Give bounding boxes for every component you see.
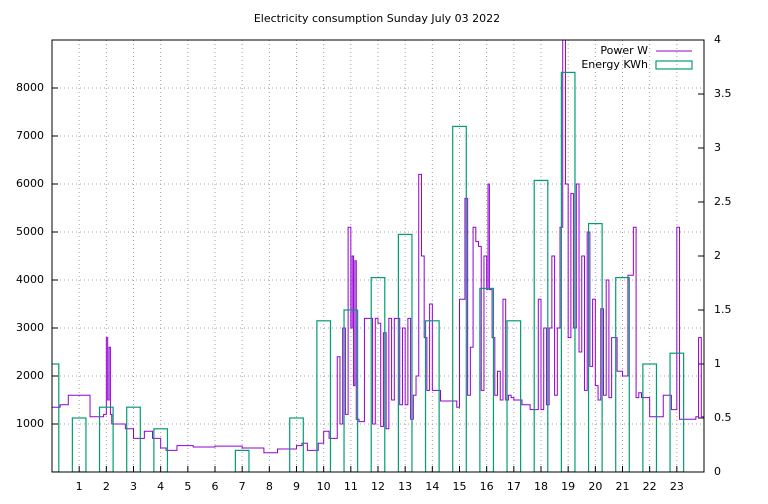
y2-tick-label: 0 bbox=[714, 465, 721, 478]
y2-tick-label: 3.5 bbox=[714, 87, 732, 100]
bar bbox=[289, 417, 304, 472]
x-tick-label: 7 bbox=[239, 480, 246, 493]
bar bbox=[452, 125, 467, 472]
legend-swatch bbox=[655, 60, 693, 70]
chart-title: Electricity consumption Sunday July 03 2… bbox=[254, 12, 500, 25]
y-tick-label: 5000 bbox=[16, 225, 44, 238]
x-tick-label: 16 bbox=[480, 480, 494, 493]
y-tick-label: 3000 bbox=[16, 321, 44, 334]
y2-tick-label: 3 bbox=[714, 141, 721, 154]
x-tick-label: 14 bbox=[425, 480, 439, 493]
bar bbox=[126, 406, 141, 472]
x-tick-label: 11 bbox=[344, 480, 358, 493]
bar bbox=[479, 287, 495, 472]
bar bbox=[397, 233, 413, 472]
bar bbox=[343, 309, 359, 472]
plot-area bbox=[52, 40, 704, 472]
legend-label: Energy KWh bbox=[581, 58, 648, 71]
y2-tick-label: 2.5 bbox=[714, 195, 732, 208]
x-tick-label: 3 bbox=[130, 480, 137, 493]
x-tick-label: 19 bbox=[561, 480, 575, 493]
x-tick-label: 9 bbox=[293, 480, 300, 493]
x-tick-label: 20 bbox=[588, 480, 602, 493]
bar bbox=[615, 277, 630, 472]
x-tick-label: 6 bbox=[212, 480, 219, 493]
x-tick-label: 22 bbox=[643, 480, 657, 493]
bar bbox=[587, 223, 603, 472]
bar bbox=[370, 277, 386, 472]
x-tick-label: 4 bbox=[157, 480, 164, 493]
bar bbox=[153, 428, 169, 472]
x-tick-label: 17 bbox=[507, 480, 521, 493]
x-tick-label: 1 bbox=[76, 480, 83, 493]
bar bbox=[560, 71, 576, 472]
x-tick-label: 12 bbox=[371, 480, 385, 493]
plot-frame bbox=[51, 39, 705, 473]
bar bbox=[642, 363, 658, 472]
x-tick-label: 5 bbox=[184, 480, 191, 493]
y-tick-label: 1000 bbox=[16, 417, 44, 430]
bar bbox=[71, 417, 87, 472]
power-line bbox=[52, 40, 704, 454]
y-tick-label: 8000 bbox=[16, 81, 44, 94]
y2-tick-label: 1 bbox=[714, 357, 721, 370]
x-tick-label: 15 bbox=[453, 480, 467, 493]
bar bbox=[669, 352, 685, 472]
x-tick-label: 18 bbox=[534, 480, 548, 493]
x-tick-label: 10 bbox=[317, 480, 331, 493]
y-tick-label: 2000 bbox=[16, 369, 44, 382]
legend-label: Power W bbox=[600, 44, 648, 57]
y2-tick-label: 0.5 bbox=[714, 411, 732, 424]
y-tick-label: 7000 bbox=[16, 129, 44, 142]
x-tick-label: 21 bbox=[616, 480, 630, 493]
x-tick-label: 2 bbox=[103, 480, 110, 493]
bar bbox=[98, 406, 114, 472]
y2-tick-label: 1.5 bbox=[714, 303, 732, 316]
y-tick-label: 4000 bbox=[16, 273, 44, 286]
bar bbox=[533, 179, 549, 472]
bar bbox=[52, 363, 60, 472]
x-tick-label: 13 bbox=[398, 480, 412, 493]
x-tick-label: 23 bbox=[670, 480, 684, 493]
y-tick-label: 6000 bbox=[16, 177, 44, 190]
y2-tick-label: 4 bbox=[714, 33, 721, 46]
y2-tick-label: 2 bbox=[714, 249, 721, 262]
x-tick-label: 8 bbox=[266, 480, 273, 493]
